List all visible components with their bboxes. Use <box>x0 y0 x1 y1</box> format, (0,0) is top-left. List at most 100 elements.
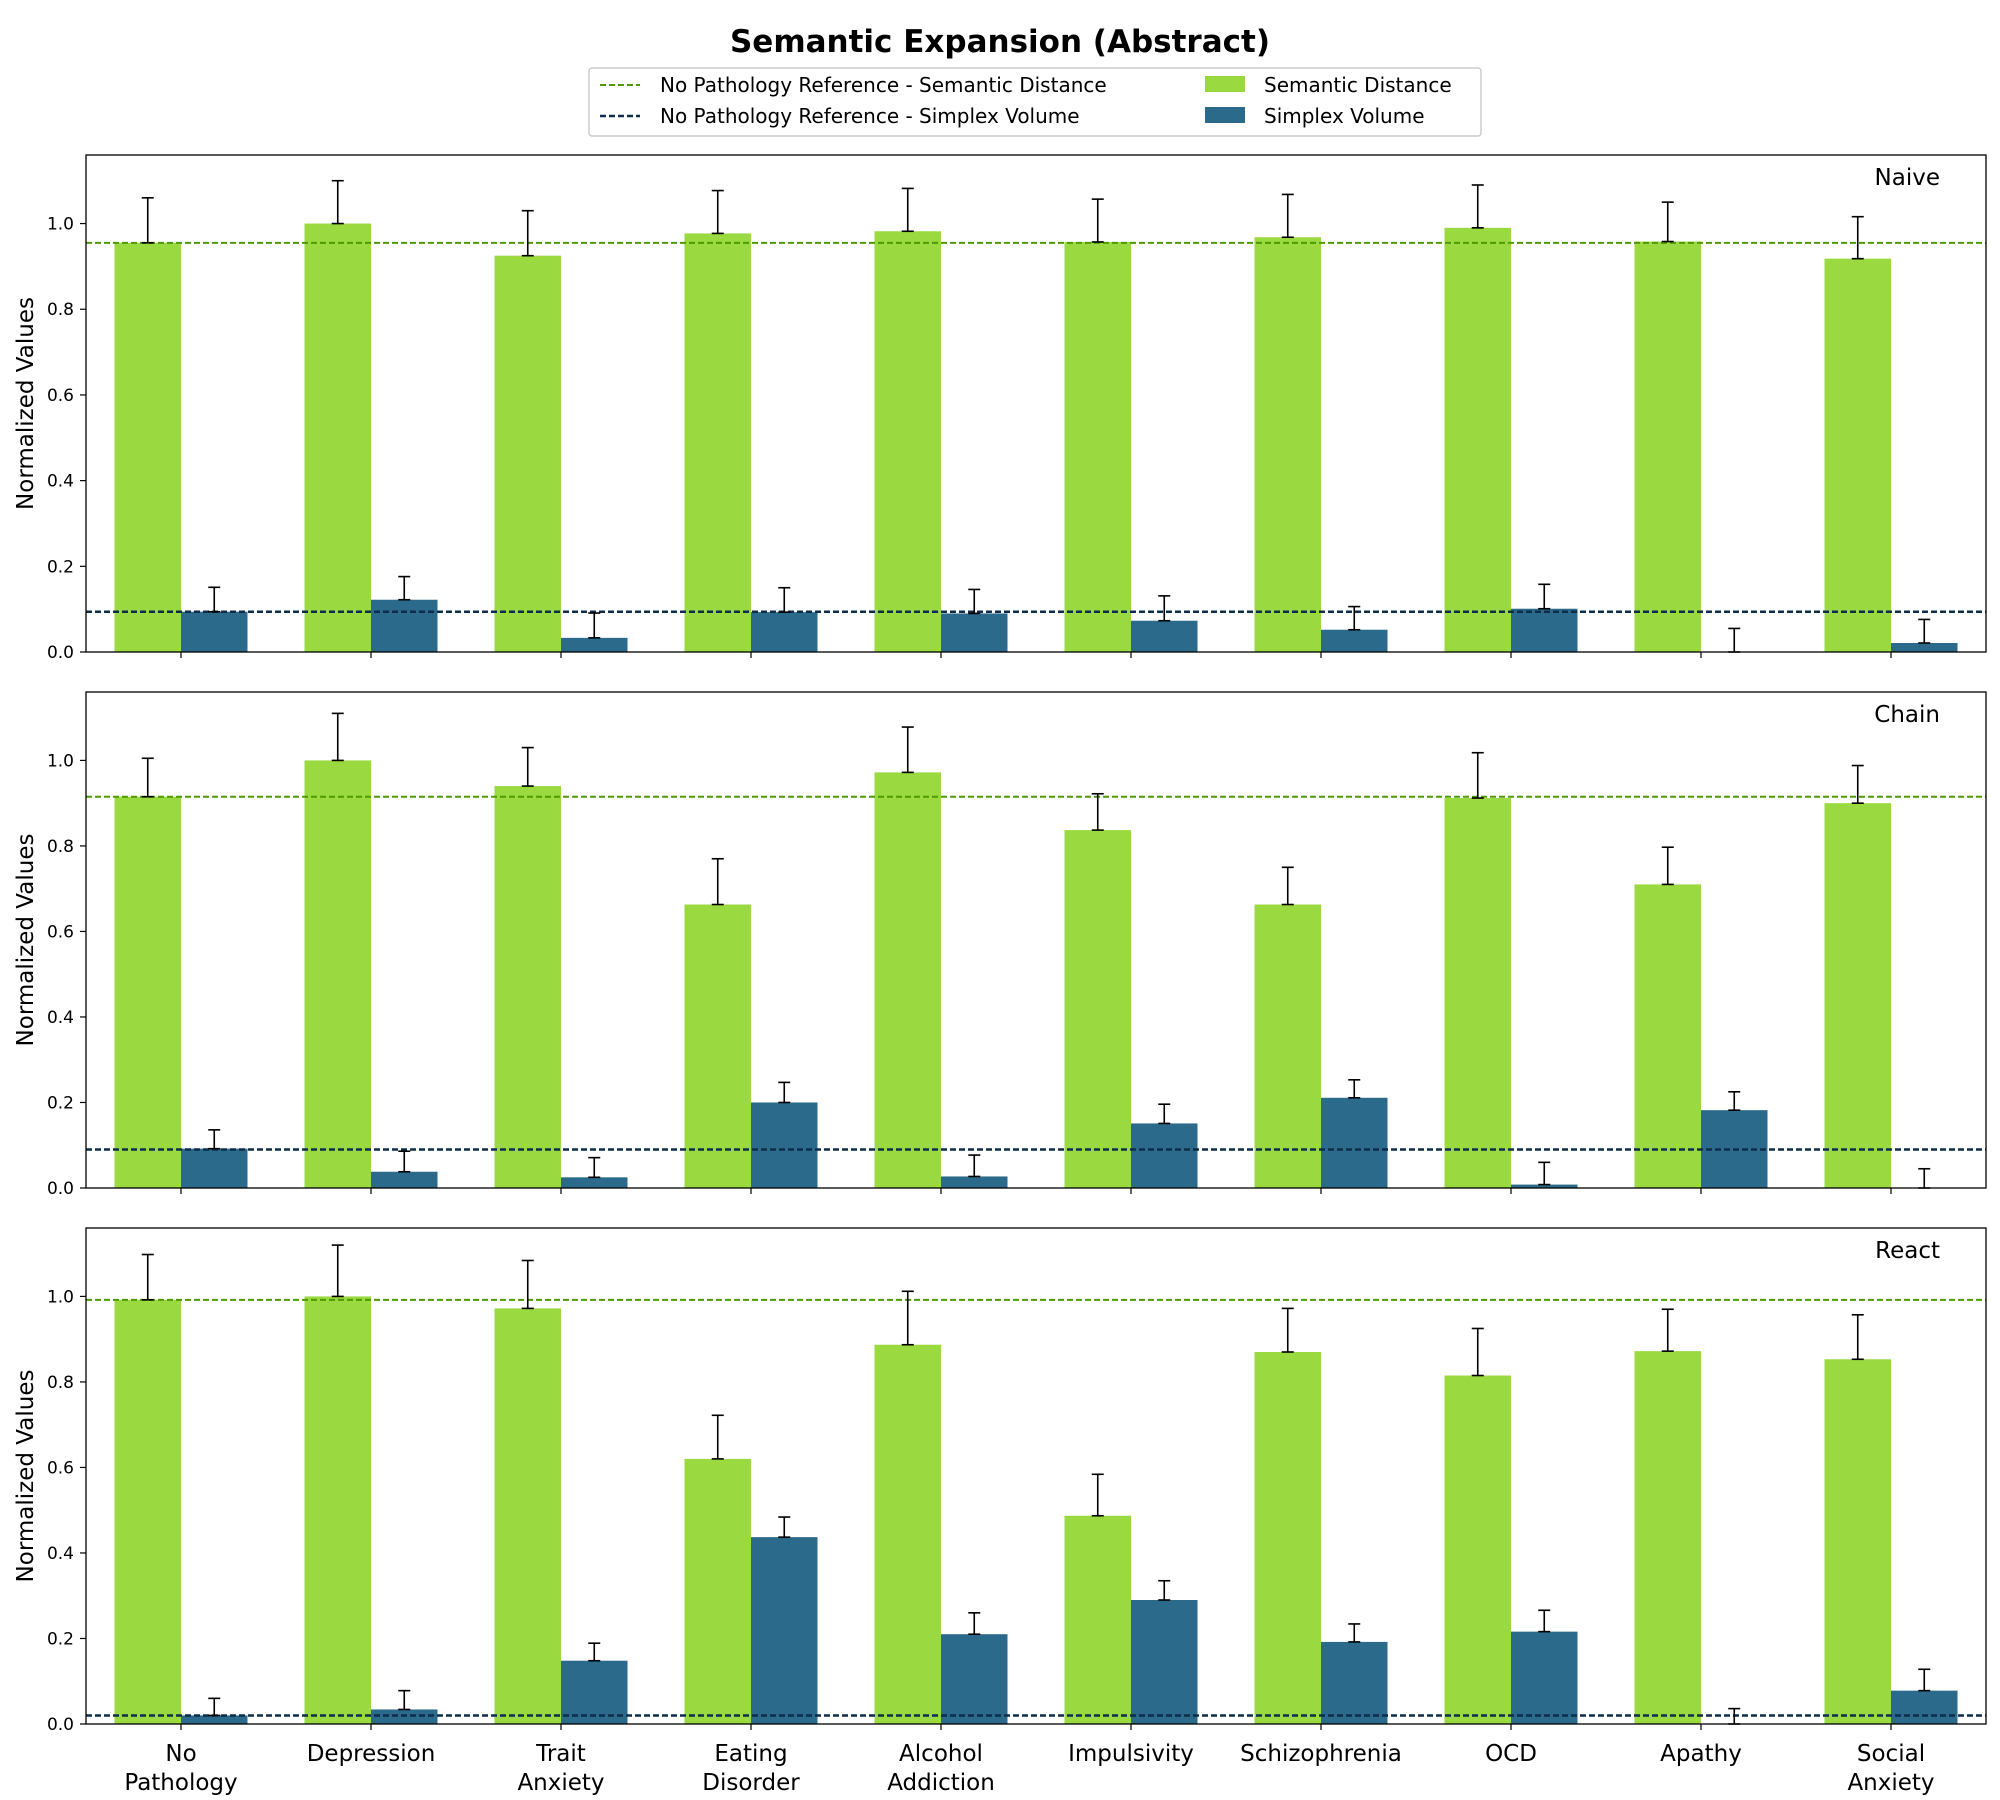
bar-semantic-distance <box>114 242 181 652</box>
y-tick-label: 0.8 <box>47 300 74 320</box>
bar-simplex-volume <box>1131 1600 1198 1724</box>
y-tick-label: 0.0 <box>47 643 74 663</box>
panels: 0.0 0.2 0.4 0.6 0.8 1.0 Normalized Values Naive… <box>13 154 1987 1796</box>
y-tick-label: 0.0 <box>47 1179 74 1199</box>
panel-label: React <box>1875 1238 1940 1264</box>
bar-semantic-distance <box>1634 1351 1701 1724</box>
bar-simplex-volume <box>751 1537 818 1724</box>
bar-simplex-volume <box>371 1709 438 1724</box>
y-axis-label: Normalized Values <box>13 834 39 1047</box>
bar-simplex-volume <box>181 611 248 652</box>
bar-simplex-volume <box>371 599 438 652</box>
bar-semantic-distance <box>494 1308 561 1724</box>
x-tick-label: Schizophrenia <box>1240 1741 1402 1767</box>
legend-swatch-semantic <box>1205 76 1245 92</box>
legend-label-ref-simplex: No Pathology Reference - Simplex Volume <box>660 104 1080 128</box>
panel-chain: 0.0 0.2 0.4 0.6 0.8 1.0 Normalized Values Chain <box>13 691 1987 1199</box>
y-axis-label: Normalized Values <box>13 1370 39 1583</box>
x-tick-label: Trait Anxiety <box>517 1741 604 1796</box>
x-tick-label: No Pathology <box>124 1741 237 1796</box>
y-tick-label: 0.4 <box>47 472 74 492</box>
axes-frame <box>85 691 1987 1189</box>
legend-label-ref-semantic: No Pathology Reference - Semantic Distan… <box>660 73 1107 97</box>
bar-semantic-distance <box>1064 830 1131 1188</box>
x-tick-label: Apathy <box>1660 1741 1742 1767</box>
legend-label-simplex: Simplex Volume <box>1264 104 1425 128</box>
bar-semantic-distance <box>494 255 561 652</box>
x-tick-label: Depression <box>307 1741 436 1767</box>
y-tick-label: 0.2 <box>47 1093 74 1113</box>
bar-semantic-distance <box>494 786 561 1188</box>
bar-semantic-distance <box>304 223 371 652</box>
y-tick-label: 1.0 <box>47 1287 74 1307</box>
legend-swatch-simplex <box>1205 107 1245 123</box>
y-tick-label: 0.8 <box>47 837 74 857</box>
bar-semantic-distance <box>874 231 941 652</box>
bar-simplex-volume <box>1131 620 1198 652</box>
bar-semantic-distance <box>1824 258 1891 652</box>
y-tick-label: 1.0 <box>47 215 74 235</box>
bar-semantic-distance <box>1824 1359 1891 1724</box>
bar-semantic-distance <box>1824 803 1891 1188</box>
bar-simplex-volume <box>181 1715 248 1724</box>
legend-frame <box>588 67 1482 137</box>
bar-semantic-distance <box>114 1299 181 1724</box>
bar-simplex-volume <box>941 613 1008 652</box>
bar-semantic-distance <box>1444 227 1511 652</box>
bar-simplex-volume <box>1321 629 1388 652</box>
y-tick-label: 0.6 <box>47 922 74 942</box>
bar-semantic-distance <box>874 1344 941 1724</box>
bar-simplex-volume <box>1321 1641 1388 1724</box>
x-tick-label: Impulsivity <box>1068 1741 1194 1767</box>
bar-semantic-distance <box>684 904 751 1188</box>
y-tick-label: 0.6 <box>47 386 74 406</box>
bar-semantic-distance <box>1064 1515 1131 1724</box>
bar-semantic-distance <box>874 772 941 1188</box>
bar-semantic-distance <box>1254 237 1321 652</box>
y-tick-label: 0.4 <box>47 1008 74 1028</box>
panel-react: 0.0 0.2 0.4 0.6 0.8 1.0 Normalized Values React… <box>13 1227 1987 1796</box>
x-tick-label: Social Anxiety <box>1847 1741 1934 1796</box>
chart-title: Semantic Expansion (Abstract) <box>730 24 1270 60</box>
bar-semantic-distance <box>1634 241 1701 652</box>
panel-naive: 0.0 0.2 0.4 0.6 0.8 1.0 Normalized Values Naive <box>13 154 1987 663</box>
x-tick-label: Eating Disorder <box>702 1741 800 1796</box>
bar-semantic-distance <box>684 233 751 652</box>
bar-simplex-volume <box>1321 1097 1388 1188</box>
bar-simplex-volume <box>941 1634 1008 1724</box>
legend-item-ref-semantic: No Pathology Reference - Semantic Distan… <box>600 73 1107 97</box>
y-tick-label: 0.0 <box>47 1715 74 1735</box>
bar-simplex-volume <box>1891 643 1958 652</box>
axes-frame <box>85 1227 1987 1725</box>
x-tick-label: OCD <box>1485 1741 1537 1767</box>
legend-item-ref-simplex: No Pathology Reference - Simplex Volume <box>600 104 1080 128</box>
bar-simplex-volume <box>751 612 818 652</box>
bar-semantic-distance <box>304 1296 371 1724</box>
x-tick-label: Alcohol Addiction <box>887 1741 995 1796</box>
bar-semantic-distance <box>114 796 181 1188</box>
legend: No Pathology Reference - Semantic Distan… <box>588 67 1482 137</box>
bar-simplex-volume <box>371 1171 438 1188</box>
y-tick-label: 0.8 <box>47 1373 74 1393</box>
bar-simplex-volume <box>561 1177 628 1188</box>
bar-simplex-volume <box>1511 1184 1578 1188</box>
y-tick-label: 0.4 <box>47 1544 74 1564</box>
y-tick-label: 0.6 <box>47 1458 74 1478</box>
bar-simplex-volume <box>1131 1123 1198 1188</box>
bar-semantic-distance <box>1254 1352 1321 1724</box>
bar-simplex-volume <box>751 1102 818 1188</box>
bar-semantic-distance <box>1254 904 1321 1188</box>
axes-frame <box>85 154 1987 653</box>
bar-semantic-distance <box>1444 798 1511 1188</box>
panel-label: Chain <box>1874 702 1940 728</box>
bar-simplex-volume <box>181 1148 248 1188</box>
panel-label: Naive <box>1875 165 1940 191</box>
bar-semantic-distance <box>1064 241 1131 652</box>
bar-semantic-distance <box>1444 1375 1511 1724</box>
bar-simplex-volume <box>1891 1690 1958 1724</box>
bar-semantic-distance <box>304 760 371 1188</box>
bar-simplex-volume <box>561 1660 628 1724</box>
y-tick-label: 1.0 <box>47 751 74 771</box>
bar-simplex-volume <box>1511 608 1578 652</box>
